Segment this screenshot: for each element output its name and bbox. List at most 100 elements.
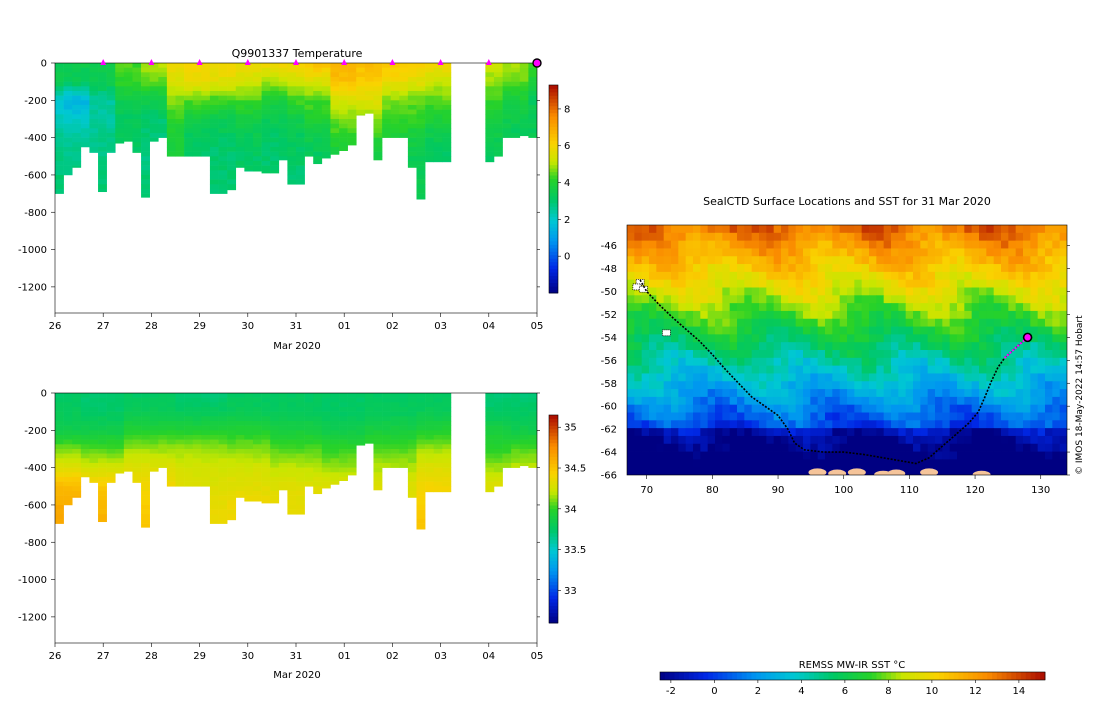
t-cell [493, 137, 503, 143]
s-cell [63, 397, 73, 403]
t-cell [184, 72, 194, 78]
s-cell [528, 416, 537, 422]
sst-cell [1037, 396, 1046, 406]
t-cell [373, 156, 383, 161]
t-cell [166, 137, 176, 143]
t-cell [364, 86, 374, 92]
t-cell [98, 165, 107, 171]
sst-cell [832, 459, 841, 468]
s-cell [399, 444, 409, 450]
t-cell [399, 128, 409, 134]
sst-cell [957, 365, 965, 374]
sst-cell [803, 318, 811, 327]
sst-cell [1052, 279, 1061, 288]
s-cell [296, 481, 305, 487]
sst-cell [795, 240, 804, 249]
sst-cell [839, 451, 848, 460]
s-cell [296, 420, 305, 426]
sst-cell [744, 256, 753, 265]
t-cell [184, 132, 194, 138]
s-cell [244, 448, 254, 454]
s-cell [175, 472, 185, 478]
s-cell [72, 406, 82, 412]
sst-cell [920, 373, 929, 382]
sst-cell [949, 248, 958, 257]
sst-cell [883, 389, 892, 398]
s-cell [296, 434, 305, 440]
s-cell [287, 439, 297, 445]
colorbar-segment [549, 460, 558, 464]
sst-cell [847, 396, 855, 406]
sst-colorbar-tick-label: 2 [755, 686, 761, 697]
s-cell [218, 481, 228, 487]
sst-cell [861, 256, 870, 265]
sst-cell [707, 396, 716, 406]
sst-cell [663, 467, 672, 475]
t-cell [80, 114, 90, 120]
t-cell [511, 81, 521, 87]
sst-cell [803, 303, 811, 312]
sst-cell [788, 264, 797, 273]
t-cell [433, 137, 443, 143]
s-cell [63, 453, 73, 459]
t-cell [132, 109, 142, 115]
sst-cell [832, 365, 841, 374]
t-cell [63, 118, 73, 124]
t-cell [287, 118, 297, 124]
t-cell [166, 104, 176, 110]
t-cell [98, 95, 107, 101]
t-cell [270, 100, 280, 106]
t-cell [511, 72, 521, 78]
sst-cell [891, 459, 899, 468]
sst-cell [1030, 271, 1039, 281]
s-cell [72, 486, 82, 492]
t-cell [209, 128, 219, 134]
t-cell [158, 76, 168, 82]
sst-cell [979, 240, 987, 249]
sst-cell [759, 428, 767, 437]
s-cell [184, 481, 194, 487]
sst-cell [883, 435, 892, 445]
sst-cell [1008, 467, 1017, 475]
s-cell [493, 397, 503, 403]
sst-cell [1037, 264, 1046, 273]
sst-cell [634, 240, 643, 249]
sst-cell [964, 428, 973, 437]
t-cell [235, 146, 245, 152]
sst-cell [671, 412, 679, 421]
sst-cell [971, 271, 980, 281]
t-cell [89, 142, 99, 148]
t-cell [72, 76, 82, 82]
sst-cell [693, 264, 701, 273]
t-cell [244, 76, 254, 82]
sst-cell [781, 389, 789, 398]
sst-cell [905, 248, 914, 257]
sst-cell [817, 365, 826, 374]
t-cell [356, 86, 366, 92]
s-cell [407, 411, 417, 417]
sst-cell [678, 365, 687, 374]
sst-cell [685, 396, 694, 406]
s-cell [115, 462, 125, 468]
sst-cell [729, 420, 738, 429]
s-cell [287, 430, 297, 436]
t-cell [270, 128, 280, 134]
s-cell [321, 467, 331, 473]
sst-cell [1052, 225, 1061, 234]
t-cell [89, 132, 99, 138]
sst-cell [891, 256, 899, 265]
sst-cell [1037, 295, 1046, 304]
s-cell [304, 406, 314, 412]
t-cell [89, 95, 99, 101]
sst-cell [1001, 303, 1009, 312]
sst-cell [781, 373, 789, 382]
sst-cell [1059, 271, 1067, 281]
s-cell [166, 434, 176, 440]
sst-cell [971, 287, 980, 296]
t-cell [304, 146, 314, 152]
sst-cell [759, 326, 767, 335]
s-cell [339, 448, 348, 454]
sst-cell [693, 428, 701, 437]
s-cell [227, 514, 237, 520]
t-cell [184, 86, 194, 92]
